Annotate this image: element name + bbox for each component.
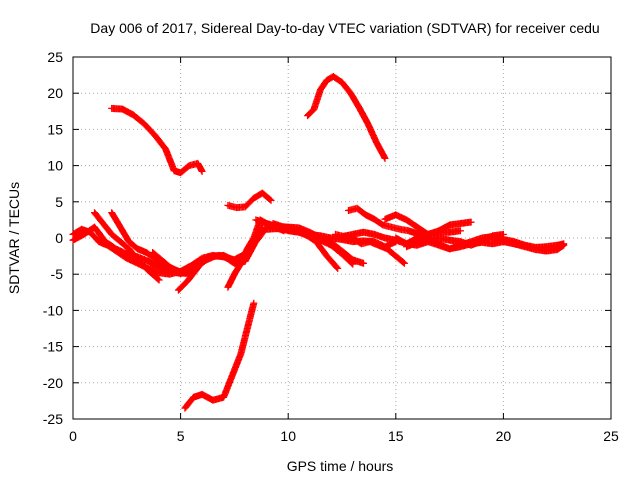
data-points (69, 73, 568, 412)
data-points-track-2 (304, 73, 389, 162)
axis-ticks: 0 5 10 15 20 25 25 20 15 10 5 0 -5 -10 -15 -20 -25 (43, 49, 619, 444)
x-tick-label: 25 (603, 428, 619, 444)
data-points-track-18 (345, 204, 430, 242)
y-axis-label: SDTVAR / TECUs (6, 182, 22, 294)
x-tick-label: 10 (280, 428, 296, 444)
x-tick-label: 5 (177, 428, 185, 444)
data-series-track-11 (174, 223, 266, 294)
x-tick-label: 0 (69, 428, 77, 444)
data-points-track-19 (381, 211, 475, 238)
y-tick-label: -10 (43, 302, 63, 318)
data-series-track-1 (108, 104, 206, 177)
data-points-track-11 (174, 223, 266, 294)
x-axis-label: GPS time / hours (287, 458, 394, 474)
y-tick-label: 25 (47, 49, 63, 65)
y-tick-label: -25 (43, 411, 63, 427)
y-tick-label: -5 (51, 266, 64, 282)
chart-title: Day 006 of 2017, Sidereal Day-to-day VTE… (90, 20, 599, 36)
y-tick-label: 15 (47, 121, 63, 137)
data-points-track-1 (108, 104, 206, 177)
x-tick-label: 15 (388, 428, 404, 444)
data-series-track-8 (91, 209, 163, 284)
data-points-track-8 (91, 209, 163, 284)
data-points-track-3 (224, 189, 275, 212)
data-series-track-4 (181, 299, 258, 412)
data-series-track-2 (304, 73, 389, 162)
data-series-track-18 (345, 204, 430, 242)
y-tick-label: 20 (47, 85, 63, 101)
y-tick-label: 10 (47, 158, 63, 174)
data-points-track-4 (181, 299, 258, 412)
y-tick-label: -15 (43, 339, 63, 355)
y-tick-label: -20 (43, 375, 63, 391)
data-series-track-19 (381, 211, 475, 238)
data-points-track-24 (499, 236, 568, 255)
data-series-track-3 (224, 189, 275, 212)
y-tick-label: 5 (55, 194, 63, 210)
data-series-track-24 (499, 236, 568, 255)
x-tick-label: 20 (496, 428, 512, 444)
y-tick-label: 0 (55, 230, 63, 246)
